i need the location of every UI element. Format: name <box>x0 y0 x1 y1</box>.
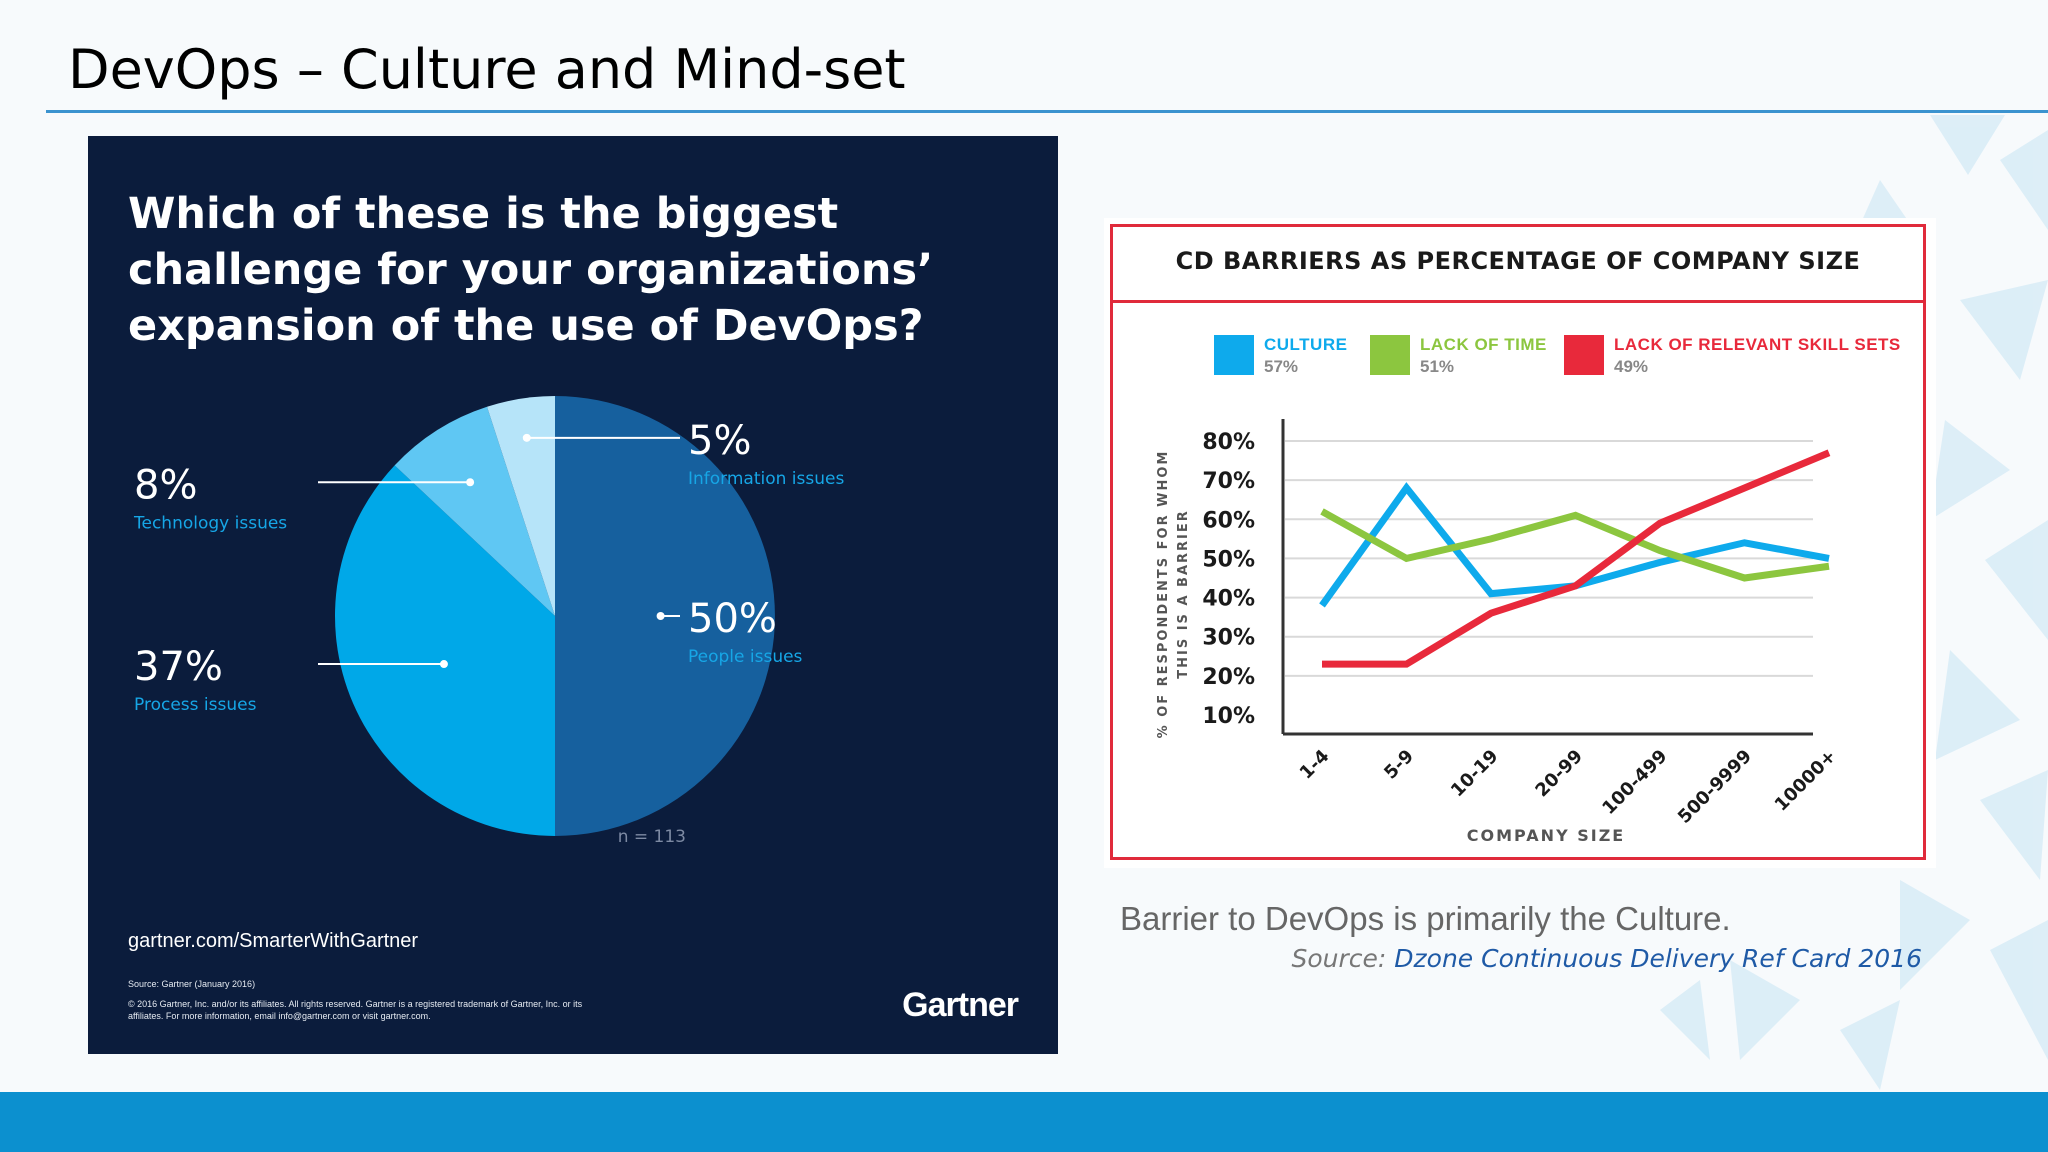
legend-percent: 57% <box>1264 357 1299 376</box>
pie-slice <box>394 406 555 616</box>
slide-title: DevOps – Culture and Mind-set <box>68 38 906 101</box>
x-tick-label: 10000+ <box>1771 746 1841 816</box>
x-tick-label: 10-19 <box>1447 746 1503 802</box>
y-tick-label: 60% <box>1202 508 1255 533</box>
slice-percent-label: 5% <box>688 418 751 464</box>
y-tick-label: 50% <box>1202 547 1255 572</box>
slice-category-label: Technology issues <box>133 513 287 533</box>
legend-label: CULTURE <box>1264 335 1348 354</box>
pie-slice <box>487 396 555 616</box>
callout-dot <box>466 478 475 487</box>
legend-swatch-culture <box>1214 335 1254 375</box>
x-tick-label: 1-4 <box>1296 746 1334 784</box>
source-citation: Source: Dzone Continuous Delivery Ref Ca… <box>1292 944 1923 973</box>
y-tick-label: 30% <box>1202 626 1255 651</box>
source-label: Source: <box>1291 944 1387 973</box>
gartner-logo: Gartner <box>902 986 1019 1024</box>
chart-title-divider <box>1113 300 1923 303</box>
y-tick-label: 10% <box>1202 704 1255 729</box>
y-tick-label: 40% <box>1202 587 1255 612</box>
callout-dot <box>439 660 448 669</box>
sample-size-label: n = 113 <box>618 827 686 847</box>
callout-dot <box>656 612 665 620</box>
legend-swatch-lack-of-time <box>1370 335 1410 375</box>
legend-label: LACK OF RELEVANT SKILL SETS <box>1614 335 1901 354</box>
slice-category-label: People issues <box>688 647 803 667</box>
line-chart: 10% 20% 30% 40% 50% 60% 70% 80% 1-4 5-9 10-19 20-99… <box>1156 419 1841 845</box>
legend-percent: 49% <box>1614 357 1649 376</box>
gartner-copyright: © 2016 Gartner, Inc. and/or its affiliat… <box>128 999 583 1021</box>
slice-percent-label: 50% <box>688 596 777 642</box>
slide-caption: Barrier to DevOps is primarily the Cultu… <box>1120 900 1731 937</box>
y-tick-label: 20% <box>1202 665 1255 690</box>
slice-percent-label: 8% <box>134 462 197 508</box>
y-axis-title: % OF RESPONDENTS FOR WHOM <box>1156 450 1171 739</box>
title-underline <box>46 110 2048 113</box>
question-line: Which of these is the biggest <box>128 189 839 239</box>
gartner-infographic: Which of these is the biggest challenge … <box>88 136 1058 1054</box>
x-tick-label: 500-9999 <box>1674 746 1756 828</box>
y-tick-label: 80% <box>1202 430 1255 455</box>
source-reference: Dzone Continuous Delivery Ref Card 2016 <box>1394 944 1922 973</box>
legend-label: LACK OF TIME <box>1420 335 1547 354</box>
question-line: challenge for your organizations’ <box>128 245 934 295</box>
chart-frame: CD BARRIERS AS PERCENTAGE OF COMPANY SIZ… <box>1110 224 1926 860</box>
x-tick-label: 20-99 <box>1531 746 1587 802</box>
question-line: expansion of the use of DevOps? <box>128 301 924 351</box>
x-tick-label: 100-499 <box>1598 746 1671 819</box>
cd-barriers-chart: CD BARRIERS AS PERCENTAGE OF COMPANY SIZ… <box>1104 218 1936 868</box>
footer-bar <box>0 1092 2048 1152</box>
chart-title: CD BARRIERS AS PERCENTAGE OF COMPANY SIZ… <box>1175 247 1861 275</box>
series-line <box>1320 508 1830 582</box>
survey-question: Which of these is the biggest challenge … <box>128 186 948 354</box>
callout-dot <box>522 433 531 442</box>
legend-swatch-skill-sets <box>1564 335 1604 375</box>
gartner-website: gartner.com/SmarterWithGartner <box>128 930 419 952</box>
series-line <box>1322 449 1831 668</box>
x-tick-label: 5-9 <box>1380 746 1418 784</box>
pie-slice <box>335 465 555 836</box>
y-axis-title: THIS IS A BARRIER <box>1176 509 1191 679</box>
slice-category-label: Information issues <box>688 469 844 489</box>
legend-percent: 51% <box>1420 357 1455 376</box>
slice-percent-label: 37% <box>134 644 223 690</box>
gartner-source-note: Source: Gartner (January 2016) <box>128 979 256 989</box>
slice-category-label: Process issues <box>134 695 257 715</box>
pie-chart: 50% People issues 37% Process issues 8% Techn… <box>133 396 844 847</box>
y-tick-label: 70% <box>1202 469 1255 494</box>
x-axis-title: COMPANY SIZE <box>1467 826 1625 845</box>
